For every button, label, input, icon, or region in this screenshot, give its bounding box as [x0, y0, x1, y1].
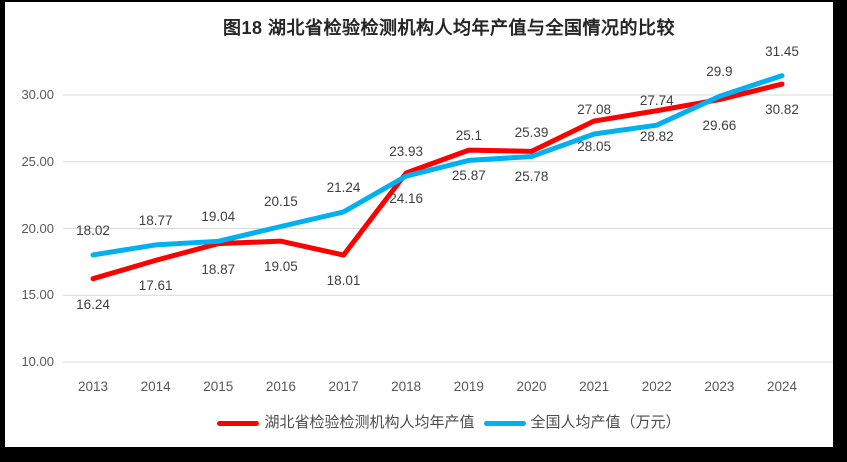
x-axis-label: 2019 — [453, 379, 484, 394]
data-label: 23.93 — [389, 144, 424, 160]
data-label: 28.82 — [639, 128, 674, 144]
x-axis-label: 2013 — [77, 379, 109, 394]
chart-canvas — [5, 2, 833, 447]
y-axis-label: 25.00 — [21, 153, 54, 169]
data-label: 18.02 — [76, 222, 110, 238]
data-label: 20.15 — [264, 194, 298, 210]
x-axis-label: 2024 — [767, 379, 798, 394]
legend-swatch-hubei-line — [217, 420, 260, 426]
data-label: 28.05 — [577, 139, 611, 155]
data-label: 17.61 — [138, 278, 173, 294]
data-label: 25.1 — [455, 128, 482, 144]
series-line-1 — [90, 73, 785, 258]
data-label: 18.87 — [201, 261, 236, 277]
chart-title: 图18 湖北省检验检测机构人均年产值与全国情况的比较 — [222, 18, 676, 38]
data-label: 16.24 — [76, 296, 110, 312]
legend: 湖北省检验检测机构人均年产值 全国人均产值（万元） — [65, 411, 833, 435]
data-label: 27.08 — [577, 101, 611, 117]
legend-label-national: 全国人均产值（万元） — [530, 414, 681, 431]
x-axis-label: 2015 — [203, 379, 234, 394]
x-axis-label: 2018 — [391, 379, 422, 394]
data-label: 25.78 — [514, 169, 549, 185]
data-label: 27.74 — [639, 93, 674, 109]
x-axis-label: 2020 — [516, 379, 547, 394]
data-label: 24.16 — [389, 190, 424, 206]
x-axis-label: 2014 — [140, 379, 171, 394]
data-label: 19.05 — [264, 259, 298, 275]
y-axis-label: 30.00 — [21, 87, 54, 102]
data-label: 18.77 — [138, 212, 173, 228]
x-axis-label: 2023 — [704, 379, 735, 394]
data-label: 29.9 — [706, 64, 733, 80]
data-label: 25.87 — [451, 168, 486, 184]
series-line-0 — [90, 81, 785, 282]
x-axis-label: 2021 — [579, 379, 610, 394]
y-axis-label: 15.00 — [21, 287, 54, 303]
data-label: 19.04 — [201, 209, 236, 225]
data-label: 29.66 — [702, 117, 737, 133]
y-axis-label: 10.00 — [21, 354, 54, 369]
data-label: 31.45 — [765, 43, 799, 59]
x-axis-label: 2016 — [265, 379, 296, 394]
data-label: 25.39 — [514, 124, 549, 140]
data-label: 30.82 — [765, 102, 799, 118]
legend-swatch-national-line — [483, 420, 526, 426]
x-axis-label: 2017 — [328, 379, 359, 394]
x-axis-label: 2022 — [641, 379, 672, 394]
y-axis-label: 20.00 — [21, 220, 54, 236]
legend-label-hubei: 湖北省检验检测机构人均年产值 — [264, 414, 475, 431]
data-label: 18.01 — [326, 273, 361, 289]
data-label: 21.24 — [326, 179, 361, 195]
